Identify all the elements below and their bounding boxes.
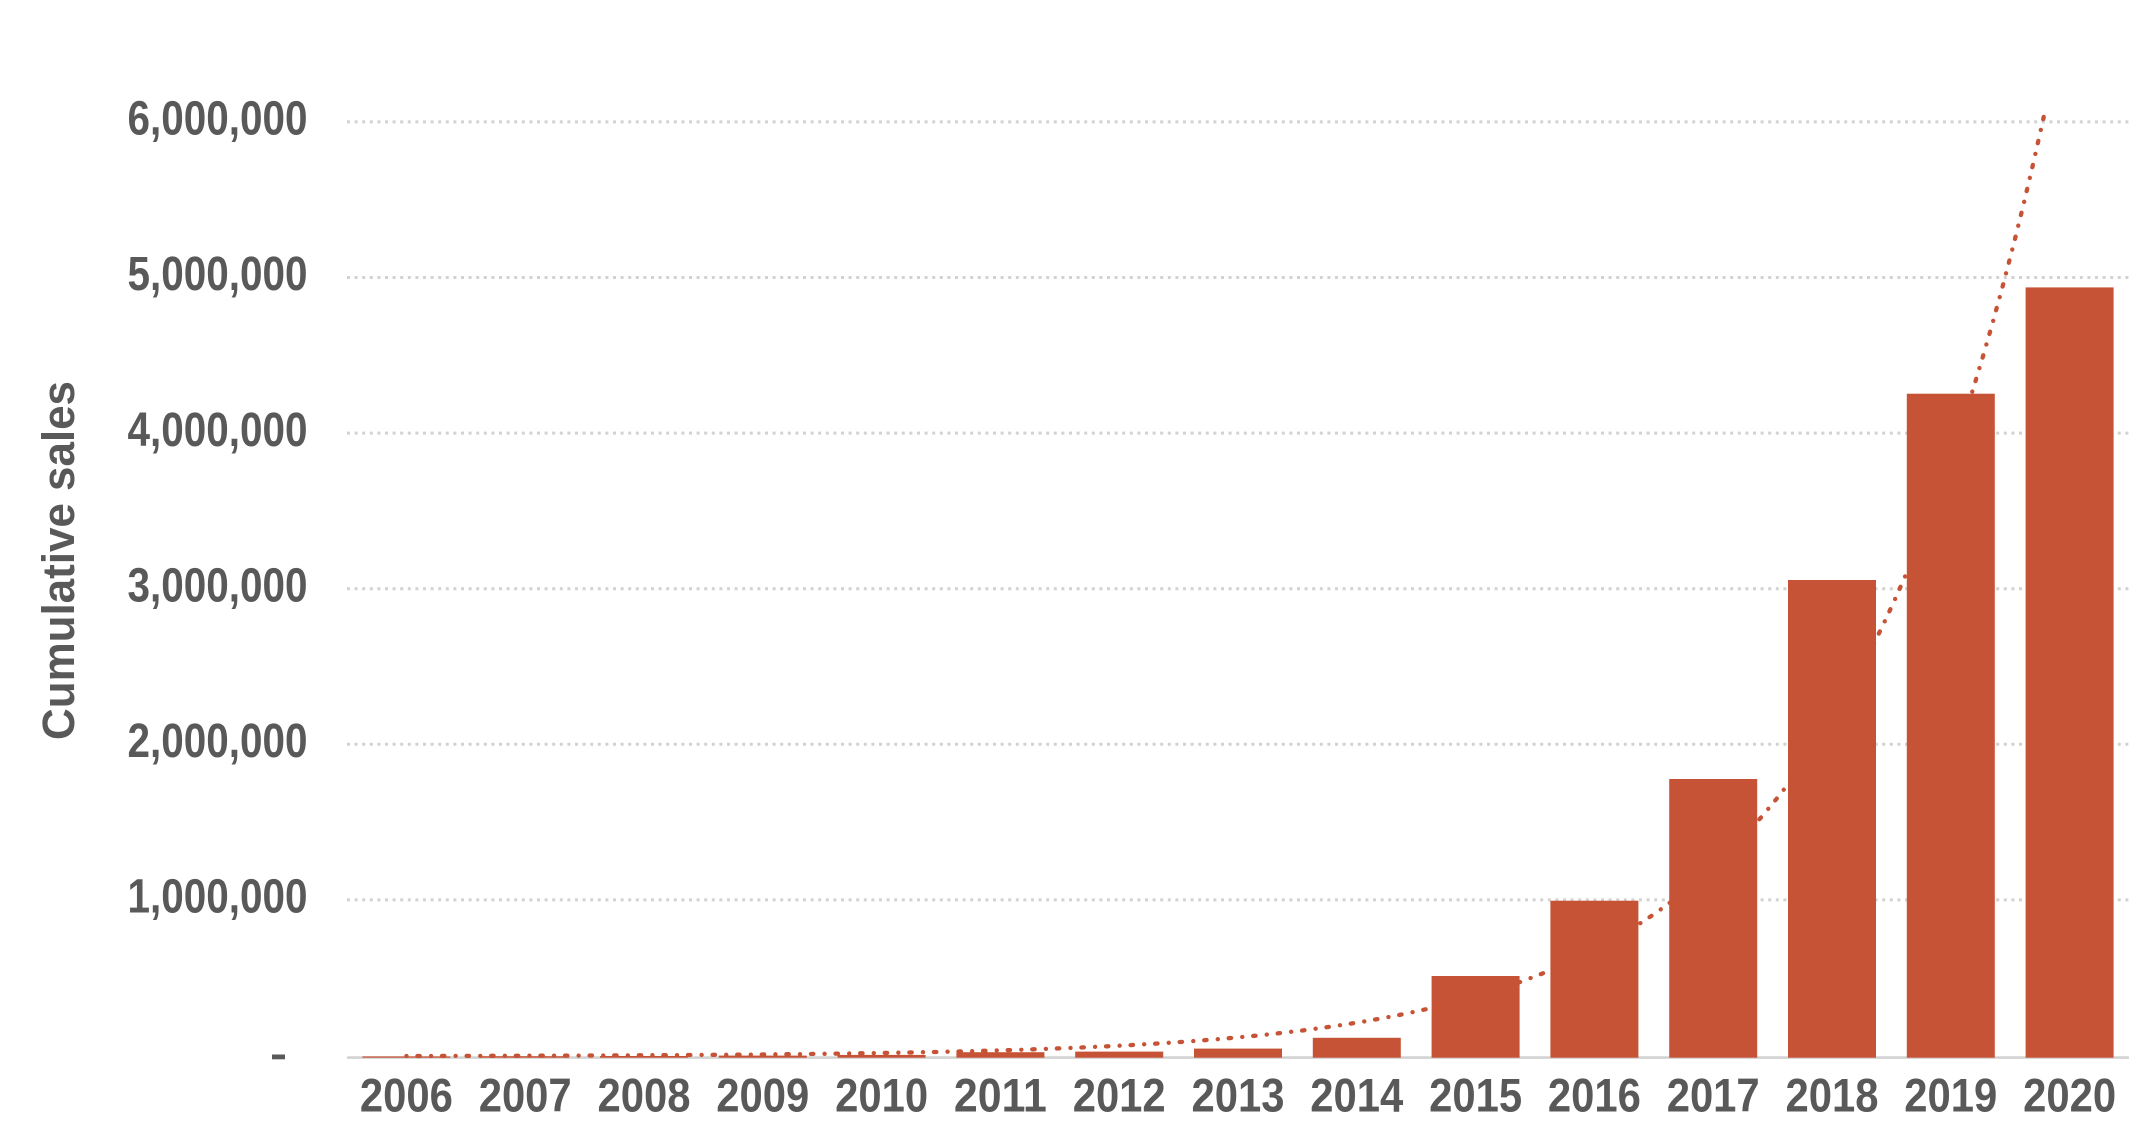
svg-text:1,000,000: 1,000,000 (128, 870, 308, 924)
svg-text:2008: 2008 (598, 1069, 691, 1122)
svg-text:2013: 2013 (1192, 1069, 1285, 1122)
svg-text:2019: 2019 (1904, 1069, 1997, 1122)
svg-text:Cumulative sales: Cumulative sales (33, 381, 84, 740)
svg-text:2016: 2016 (1548, 1069, 1641, 1122)
svg-text:2010: 2010 (835, 1069, 928, 1122)
svg-text:2017: 2017 (1667, 1069, 1760, 1122)
svg-text:2011: 2011 (954, 1069, 1047, 1122)
svg-text:2012: 2012 (1073, 1069, 1166, 1122)
svg-text:3,000,000: 3,000,000 (128, 558, 308, 612)
svg-text:4,000,000: 4,000,000 (128, 403, 308, 457)
svg-text:2020: 2020 (2023, 1069, 2116, 1122)
svg-text:2,000,000: 2,000,000 (128, 714, 308, 768)
svg-text:2007: 2007 (479, 1069, 572, 1122)
svg-text:6,000,000: 6,000,000 (128, 92, 308, 146)
svg-text:5,000,000: 5,000,000 (128, 247, 308, 301)
svg-text:2006: 2006 (360, 1069, 453, 1122)
svg-text:2015: 2015 (1429, 1069, 1522, 1122)
svg-text:2009: 2009 (716, 1069, 809, 1122)
svg-text:2018: 2018 (1786, 1069, 1879, 1122)
svg-text:2014: 2014 (1310, 1069, 1403, 1122)
